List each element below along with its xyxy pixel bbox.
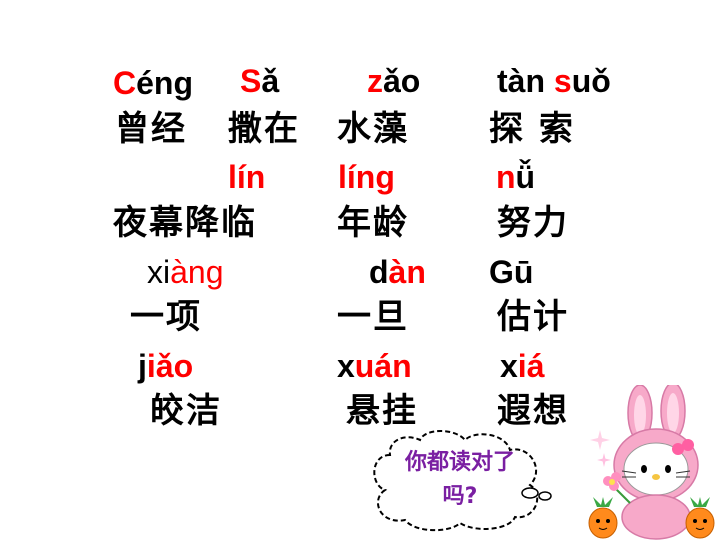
word-guji: 估计	[497, 297, 569, 337]
pinyin-rest: íng	[346, 159, 395, 195]
pinyin-jiao: jiǎo	[138, 350, 193, 382]
pinyin-highlight: àng	[170, 254, 224, 290]
bubble-line-1: 你都读对了	[404, 450, 515, 475]
word-tansuo: 探 索	[489, 109, 575, 149]
pinyin-rest: ǚ	[515, 159, 536, 195]
pinyin-rest: àn	[388, 254, 426, 290]
pinyin-gu: Gū	[489, 254, 534, 290]
word-yidan: 一旦	[337, 297, 409, 337]
pinyin-xiang: xiàng	[147, 256, 224, 288]
sparkle-icon	[590, 430, 610, 450]
pinyin-highlight: n	[496, 159, 516, 195]
pinyin-zao: zǎo	[367, 65, 420, 97]
word-nuli: 努力	[497, 203, 569, 243]
pinyin-tan-suo: tàn suǒ	[497, 65, 611, 97]
bubble-dot	[538, 491, 552, 501]
word-xuangua: 悬挂	[346, 391, 418, 431]
pinyin-pre: x	[337, 348, 355, 384]
pinyin-dan: dàn	[369, 256, 426, 288]
pinyin-rest: uǒ	[571, 63, 611, 99]
word-sazai: 撒在	[228, 109, 300, 149]
pinyin-highlight: l	[228, 159, 237, 195]
pinyin-sa: Sǎ	[240, 65, 279, 97]
pinyin-xia: xiá	[500, 350, 544, 382]
thought-bubble	[373, 430, 552, 532]
pinyin-highlight: uán	[354, 348, 412, 384]
pinyin-pre: j	[138, 348, 147, 384]
pinyin-ceng: Céng	[113, 67, 193, 99]
carrot-character-icon	[685, 497, 715, 539]
pinyin-xuan: xuán	[337, 350, 412, 382]
bubble-cloud	[373, 430, 539, 532]
pinyin-ling: líng	[338, 161, 395, 193]
pinyin-pre: xi	[147, 254, 171, 290]
word-yixiang: 一项	[130, 297, 202, 337]
pinyin-nu: nǚ	[496, 161, 535, 193]
word-yemujianglin: 夜幕降临	[113, 203, 257, 243]
pinyin-highlight: C	[113, 65, 137, 101]
word-xiaxiang: 遐想	[497, 391, 569, 431]
pinyin-highlight: d	[369, 254, 389, 290]
word-jiaojie: 皎洁	[150, 391, 222, 431]
pinyin-pre: x	[500, 348, 518, 384]
pinyin-highlight: S	[240, 63, 262, 99]
pinyin-highlight: z	[367, 63, 383, 99]
sparkle-icon	[597, 453, 611, 467]
pinyin-highlight: s	[553, 63, 572, 99]
pinyin-rest: ǎ	[261, 63, 280, 99]
bunny-character-icon	[603, 385, 699, 540]
pinyin-rest: ǎo	[383, 63, 421, 99]
carrot-character-icon	[588, 497, 618, 539]
word-shuizao: 水藻	[337, 109, 409, 149]
word-nianling: 年龄	[337, 203, 409, 243]
bubble-line-2: 吗?	[442, 484, 478, 509]
pinyin-lin: lín	[228, 161, 265, 193]
pinyin-rest: ín	[236, 159, 266, 195]
pinyin-rest: éng	[136, 65, 193, 101]
pinyin-pre: tàn	[497, 63, 554, 99]
pinyin-highlight: iá	[517, 348, 545, 384]
word-cengjing: 曾经	[115, 109, 187, 149]
pinyin-highlight: iǎo	[146, 348, 194, 384]
pinyin-highlight: l	[338, 159, 347, 195]
bubble-dot	[521, 487, 539, 499]
